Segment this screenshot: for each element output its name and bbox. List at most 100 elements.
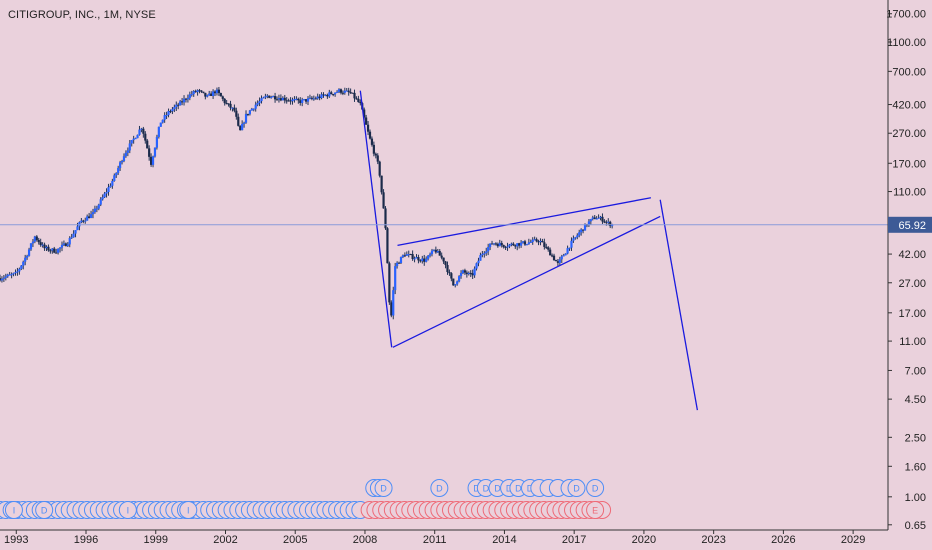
candle-body xyxy=(438,251,441,256)
candle-body xyxy=(190,94,193,96)
candle-body xyxy=(20,265,23,269)
candle-body xyxy=(8,274,11,276)
y-tick-label: 170.00 xyxy=(892,158,926,170)
candle-body xyxy=(508,244,511,247)
candle-body xyxy=(157,126,160,137)
candle-body xyxy=(136,134,139,139)
candle-body xyxy=(444,261,447,265)
candle-body xyxy=(211,91,215,96)
candle-body xyxy=(583,224,587,231)
y-tick-label: 0.65 xyxy=(905,520,926,532)
candle-body xyxy=(386,228,389,264)
candle-body xyxy=(14,272,17,274)
candle-body xyxy=(514,245,517,247)
candle-body xyxy=(394,266,397,291)
candle-body xyxy=(285,100,288,102)
candle-body xyxy=(76,226,79,231)
candle-body xyxy=(120,161,124,163)
candle-body xyxy=(22,261,25,266)
candle-body xyxy=(132,138,135,141)
candle-body xyxy=(461,270,465,274)
candle-body xyxy=(275,99,279,101)
candle-body xyxy=(264,96,267,98)
event-marker-labeled[interactable] xyxy=(35,501,54,519)
event-marker-labeled[interactable] xyxy=(4,501,23,519)
candle-body xyxy=(539,240,542,242)
dividend-marker[interactable] xyxy=(430,479,449,497)
candle-body xyxy=(500,242,503,246)
candle-body xyxy=(66,244,69,247)
candle-body xyxy=(481,253,484,256)
candle-body xyxy=(516,243,519,247)
crash-line[interactable] xyxy=(359,90,393,348)
candle-body xyxy=(479,255,482,261)
event-marker-labeled[interactable] xyxy=(586,501,605,519)
candle-body xyxy=(353,92,356,99)
event-marker-labeled[interactable] xyxy=(118,501,137,519)
candle-body xyxy=(543,242,546,247)
dividend-marker-label: D xyxy=(592,484,599,494)
y-tick-label: 1100.00 xyxy=(887,37,926,49)
candle-body xyxy=(260,98,263,102)
candle-body xyxy=(128,143,131,151)
candle-body xyxy=(521,241,525,243)
candle-body xyxy=(10,274,13,276)
candle-body xyxy=(347,90,350,93)
chart-title: CITIGROUP, INC., 1M, NYSE xyxy=(8,9,156,21)
candle-body xyxy=(37,239,40,243)
event-marker-labeled[interactable] xyxy=(179,501,198,519)
candle-body xyxy=(531,239,534,242)
candle-body xyxy=(339,89,343,93)
candle-body xyxy=(277,98,281,100)
candle-body xyxy=(399,256,403,264)
x-tick-label: 1999 xyxy=(144,534,168,546)
y-tick-label: 17.00 xyxy=(898,308,926,320)
candle-body xyxy=(0,278,2,281)
candle-body xyxy=(74,230,77,234)
candle-body xyxy=(107,187,110,193)
event-marker-label: I xyxy=(127,506,130,516)
candle-body xyxy=(192,91,195,95)
wedge-upper-line[interactable] xyxy=(397,197,652,247)
candle-body xyxy=(233,107,236,111)
candle-body xyxy=(390,302,393,316)
trend-drawings xyxy=(359,90,699,411)
candle-body xyxy=(601,216,604,222)
wedge-lower-line[interactable] xyxy=(392,215,661,348)
candle-body xyxy=(97,204,100,209)
candle-body xyxy=(448,272,451,274)
candle-body xyxy=(430,250,434,255)
candle-body xyxy=(417,257,420,261)
candle-body xyxy=(365,117,368,125)
candle-body xyxy=(396,262,399,267)
dividend-marker[interactable] xyxy=(586,479,605,497)
candle-body xyxy=(502,245,505,247)
candle-body xyxy=(471,273,474,276)
candle-body xyxy=(53,248,56,253)
candle-body xyxy=(293,99,296,101)
candle-body xyxy=(568,247,571,249)
candle-body xyxy=(163,115,166,120)
dividend-marker[interactable] xyxy=(567,479,586,497)
candle-body xyxy=(605,221,608,223)
candle-body xyxy=(180,101,184,103)
projection-line[interactable] xyxy=(659,199,699,411)
candle-body xyxy=(545,246,548,248)
candle-body xyxy=(363,109,366,118)
candle-body xyxy=(254,104,257,109)
candle-body xyxy=(45,246,48,249)
candle-body xyxy=(326,94,329,97)
candle-body xyxy=(320,94,323,99)
candle-body xyxy=(407,254,410,256)
candle-body xyxy=(244,113,248,123)
candle-body xyxy=(93,208,97,213)
candle-body xyxy=(403,255,406,257)
dividend-marker[interactable] xyxy=(374,479,393,497)
candle-body xyxy=(578,232,581,236)
candle-body xyxy=(80,220,83,223)
candle-body xyxy=(29,243,33,250)
candle-body xyxy=(334,92,337,95)
dividend-marker-label: D xyxy=(506,484,513,494)
candle-body xyxy=(566,248,569,254)
